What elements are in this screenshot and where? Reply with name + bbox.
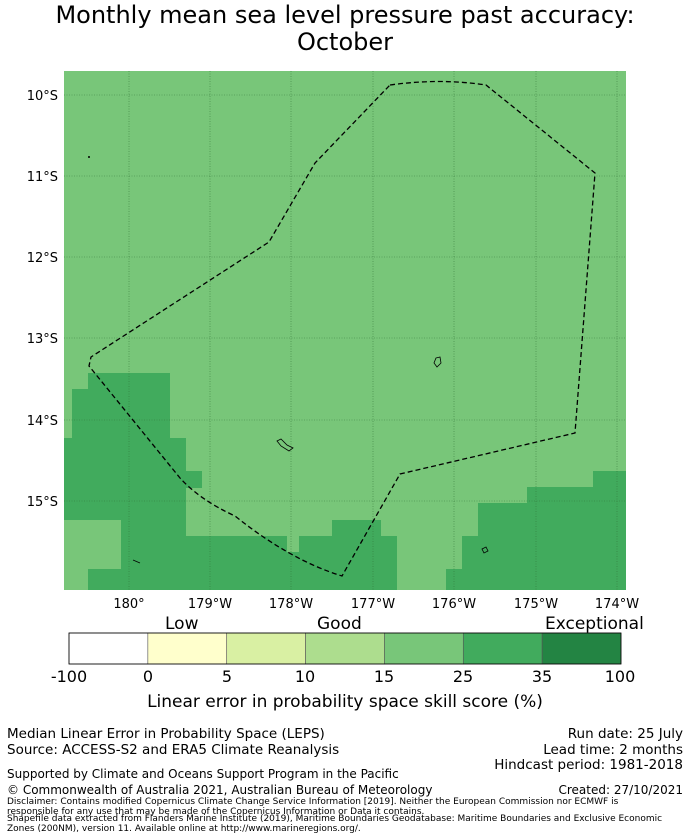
colorbar-box bbox=[462, 632, 543, 665]
disclaimer-line-2: responsible for any use that may be made… bbox=[7, 807, 425, 817]
eez-boundary bbox=[88, 80, 596, 577]
colorbar-tick: 10 bbox=[294, 667, 316, 686]
colorbar bbox=[68, 632, 622, 665]
colorbar-tick: 25 bbox=[452, 667, 474, 686]
lighter-cells bbox=[64, 520, 121, 590]
skill-darker-region bbox=[64, 373, 626, 590]
lon-label: 175°W bbox=[514, 597, 558, 612]
colorbar-tick: 5 bbox=[221, 667, 233, 686]
colorbar-label-exceptional: Exceptional bbox=[545, 614, 644, 634]
lat-label: 11°S bbox=[27, 170, 58, 185]
title-line-2: October bbox=[296, 28, 394, 56]
colorbar-tick: 35 bbox=[531, 667, 553, 686]
lon-label: 179°W bbox=[188, 597, 232, 612]
colorbar-box bbox=[147, 632, 228, 665]
colorbar-box bbox=[541, 632, 622, 665]
map-gridlines bbox=[64, 71, 626, 590]
disclaimer-line-3: Shapefile data extracted from Flanders M… bbox=[7, 814, 663, 824]
lead-time: Lead time: 2 months bbox=[543, 742, 683, 758]
colorbar-box bbox=[305, 632, 385, 665]
run-date: Run date: 25 July bbox=[567, 726, 683, 742]
lat-axis: 10°S 11°S 12°S 13°S 14°S 15°S bbox=[27, 89, 58, 510]
lat-label: 13°S bbox=[27, 332, 58, 347]
created-date: Created: 27/10/2021 bbox=[558, 783, 683, 797]
lat-label: 10°S bbox=[27, 89, 58, 104]
lon-label: 174°W bbox=[595, 597, 639, 612]
colorbar-box bbox=[226, 632, 306, 665]
lon-label: 180° bbox=[113, 597, 144, 612]
disclaimer-line-4: Zones (200NM), version 11. Available onl… bbox=[7, 824, 361, 834]
colorbar-box bbox=[68, 632, 149, 665]
lon-label: 176°W bbox=[432, 597, 476, 612]
lon-label: 177°W bbox=[351, 597, 395, 612]
source-line: Source: ACCESS-S2 and ERA5 Climate Reana… bbox=[7, 742, 340, 758]
disclaimer-line-1: Disclaimer: Contains modified Copernicus… bbox=[7, 797, 619, 807]
colorbar-boxes bbox=[68, 632, 622, 665]
title-line-1: Monthly mean sea level pressure past acc… bbox=[55, 1, 635, 29]
colorbar-label-low: Low bbox=[165, 614, 199, 634]
colorbar-tick: 15 bbox=[373, 667, 395, 686]
copyright-line: © Commonwealth of Australia 2021, Austra… bbox=[7, 783, 433, 797]
lat-label: 12°S bbox=[27, 251, 58, 266]
lat-label: 14°S bbox=[27, 414, 58, 429]
lon-axis: 180° 179°W 178°W 177°W 176°W 175°W 174°W bbox=[113, 597, 639, 612]
colorbar-tick: -100 bbox=[50, 667, 88, 686]
lon-label: 178°W bbox=[269, 597, 313, 612]
hindcast-period: Hindcast period: 1981-2018 bbox=[494, 757, 683, 773]
colorbar-box bbox=[384, 632, 464, 665]
leps-line: Median Linear Error in Probability Space… bbox=[7, 726, 325, 742]
colorbar-title: Linear error in probability space skill … bbox=[147, 692, 543, 712]
colorbar-tick: 0 bbox=[142, 667, 154, 686]
supported-line: Supported by Climate and Oceans Support … bbox=[7, 767, 399, 781]
map: 10°S 11°S 12°S 13°S 14°S 15°S 180° 179°W… bbox=[27, 71, 639, 612]
lat-label: 15°S bbox=[27, 495, 58, 510]
islands bbox=[88, 155, 489, 564]
colorbar-tick: 100 bbox=[604, 667, 636, 686]
colorbar-label-good: Good bbox=[317, 614, 362, 634]
